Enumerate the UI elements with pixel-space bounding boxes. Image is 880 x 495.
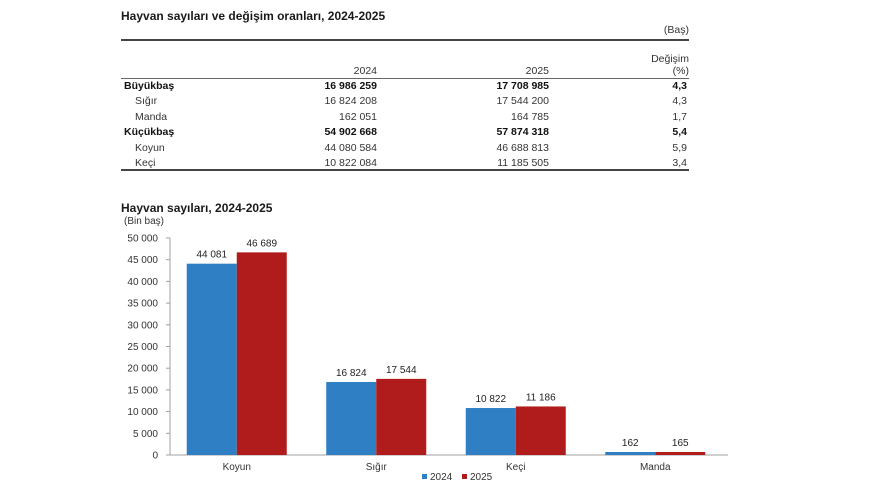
value-2024: 44 080 584 (324, 141, 377, 154)
value-2025: 164 785 (511, 110, 549, 123)
y-tick-label: 40 000 (127, 277, 158, 288)
y-tick-label: 5 000 (133, 429, 158, 440)
y-tick-label: 50 000 (127, 234, 158, 245)
header-2025: 2025 (525, 65, 549, 77)
table-row: Koyun 44 080 584 46 688 813 5,9 (121, 142, 689, 157)
y-axis-label: (Bin baş) (124, 216, 165, 227)
value-2025: 11 185 505 (497, 157, 549, 169)
bar-2024-manda (605, 452, 656, 455)
legend-swatch-2025 (462, 474, 467, 479)
table-row: Manda 162 051 164 785 1,7 (121, 111, 689, 126)
change-percent: 5,9 (672, 141, 687, 154)
table-header-rule (121, 78, 689, 79)
table-unit: (Baş) (663, 24, 689, 36)
row-label: Manda (135, 110, 168, 123)
data-label: 162 (622, 438, 639, 449)
data-label: 44 081 (196, 250, 227, 261)
y-tick-label: 25 000 (127, 342, 158, 353)
row-label: Koyun (135, 141, 165, 154)
change-percent: 3,4 (672, 157, 687, 169)
legend-swatch-2024 (422, 474, 427, 479)
row-label: Küçükbaş (124, 126, 175, 139)
x-tick-label: Sığır (366, 462, 388, 473)
header-2024: 2024 (353, 65, 377, 77)
chart-title: Hayvan sayıları, 2024-2025 (121, 201, 273, 215)
table-top-rule (121, 39, 689, 41)
row-label: Sığır (135, 95, 158, 108)
bar-2025-koyun (236, 252, 287, 455)
table-row: Büyükbaş 16 986 259 17 708 985 4,3 (121, 80, 689, 95)
table-row: Keçi 10 822 084 11 185 505 3,4 (121, 157, 689, 172)
value-2024: 16 986 259 (324, 80, 377, 92)
data-label: 11 186 (526, 392, 556, 403)
row-label: Keçi (135, 157, 156, 169)
x-tick-label: Keçi (506, 462, 525, 473)
change-percent: 4,3 (672, 80, 687, 92)
table-row: Küçükbaş 54 902 668 57 874 318 5,4 (121, 126, 689, 141)
value-2024: 10 822 084 (324, 157, 377, 169)
change-percent: 4,3 (672, 95, 687, 108)
data-label: 165 (672, 438, 689, 449)
legend-label: 2025 (470, 472, 493, 483)
value-2024: 54 902 668 (324, 126, 377, 139)
y-tick-label: 20 000 (127, 364, 158, 375)
y-tick-label: 35 000 (127, 299, 158, 310)
data-label: 46 689 (246, 238, 277, 249)
header-change-label: Değişim (651, 53, 689, 65)
y-tick-label: 45 000 (127, 255, 158, 266)
value-2025: 46 688 813 (496, 141, 549, 154)
y-tick-label: 10 000 (127, 407, 158, 418)
data-label: 16 824 (336, 368, 367, 379)
header-change-unit: (%) (672, 65, 689, 77)
bar-2025-manda (655, 452, 706, 455)
bar-2025-sığır (376, 378, 427, 455)
legend-label: 2024 (430, 472, 453, 483)
row-label: Büyükbaş (124, 80, 175, 92)
value-2025: 17 544 200 (496, 95, 549, 108)
data-label: 10 822 (475, 394, 506, 405)
bar-2025-keçi (515, 406, 566, 455)
y-tick-label: 30 000 (127, 320, 158, 331)
value-2025: 17 708 985 (496, 80, 549, 92)
table-title: Hayvan sayıları ve değişim oranları, 202… (121, 9, 386, 23)
x-tick-label: Manda (640, 462, 671, 473)
header-change: Değişim (%) (651, 53, 689, 77)
value-2025: 57 874 318 (496, 126, 549, 139)
change-percent: 1,7 (672, 110, 687, 123)
y-tick-label: 15 000 (127, 385, 158, 396)
bar-2024-sığır (326, 381, 377, 455)
y-tick-label: 0 (152, 451, 158, 462)
data-label: 17 544 (386, 365, 417, 376)
bar-2024-keçi (465, 408, 516, 455)
table-bottom-rule (121, 169, 689, 171)
table-row: Sığır 16 824 208 17 544 200 4,3 (121, 95, 689, 110)
value-2024: 16 824 208 (324, 95, 377, 108)
change-percent: 5,4 (672, 126, 687, 139)
x-tick-label: Koyun (223, 462, 251, 473)
value-2024: 162 051 (339, 110, 377, 123)
bar-2024-koyun (186, 263, 237, 455)
